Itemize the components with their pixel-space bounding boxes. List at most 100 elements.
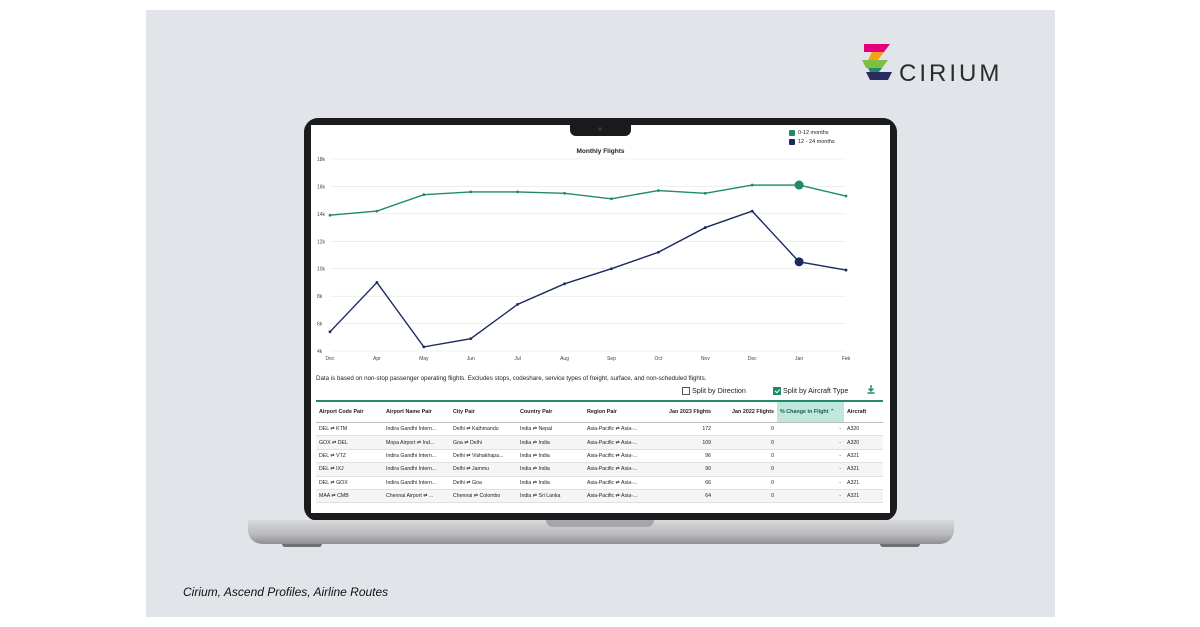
- column-header-label: % Change in Flight: [780, 408, 829, 415]
- highlight-point: [794, 257, 804, 267]
- table-cell: -: [777, 449, 844, 464]
- column-header[interactable]: Region Pair: [584, 400, 651, 423]
- checkbox-box[interactable]: [682, 386, 690, 395]
- table-cell: MAA ⇄ CMB: [316, 489, 383, 504]
- series-line-1: [329, 210, 847, 348]
- chart-legend[interactable]: 0-12 months 12 - 24 months: [789, 128, 835, 146]
- data-point: [563, 282, 566, 286]
- y-tick-label: 10k: [317, 267, 326, 273]
- monthly-flights-chart: 4k 6k 8k 10k 12k 14k 16k 18k Dec Apr May Jun Jul Aug S…: [317, 157, 851, 362]
- table-cell: -: [777, 422, 844, 437]
- table-cell: 66: [651, 476, 714, 490]
- x-tick-label: Jun: [467, 356, 475, 362]
- table-cell: DEL ⇄ IXJ: [316, 462, 383, 477]
- column-header[interactable]: Airport Code Pair: [316, 400, 383, 423]
- checkbox-label: Split by Direction: [692, 386, 746, 395]
- table-cell: Asia-Pacific ⇄ Asia-...: [584, 449, 651, 464]
- data-note: Data is based on non-stop passenger oper…: [316, 375, 707, 382]
- routes-table: Airport Code Pair Airport Name Pair City…: [316, 400, 883, 504]
- legend-label: 12 - 24 months: [798, 138, 835, 145]
- data-point: [656, 250, 660, 254]
- table-row[interactable]: DEL ⇄ IXJ Indira Gandhi Intern... Delhi ⇄ …: [316, 462, 883, 477]
- table-cell: Asia-Pacific ⇄ Asia-...: [584, 476, 651, 490]
- sort-up-icon[interactable]: ⌃: [830, 408, 835, 415]
- cirium-logo-icon: [862, 44, 892, 80]
- y-tick-label: 12k: [317, 239, 326, 245]
- table-cell: -: [777, 462, 844, 477]
- column-header[interactable]: Airport Name Pair: [383, 400, 450, 423]
- table-cell: A321: [844, 476, 883, 490]
- column-header[interactable]: City Pair: [450, 400, 517, 423]
- column-header[interactable]: Aircraft: [844, 400, 883, 423]
- table-cell: Asia-Pacific ⇄ Asia-...: [584, 422, 651, 437]
- table-cell: Indira Gandhi Intern...: [383, 449, 450, 464]
- table-cell: India ⇄ Sri Lanka: [517, 489, 584, 504]
- x-tick-label: Nov: [701, 356, 710, 362]
- data-point: [750, 183, 754, 187]
- laptop-foot: [282, 544, 322, 547]
- data-point: [422, 345, 426, 349]
- column-header[interactable]: Jan 2022 Flights: [714, 400, 777, 423]
- x-tick-label: Apr: [373, 356, 381, 362]
- split-direction-checkbox[interactable]: Split by Direction: [682, 386, 746, 395]
- data-point: [375, 281, 379, 284]
- data-point: [328, 330, 332, 334]
- table-cell: India ⇄ India: [517, 435, 584, 450]
- data-point: [610, 197, 613, 201]
- y-tick-label: 16k: [317, 184, 326, 190]
- table-cell: 0: [714, 489, 777, 504]
- split-aircraft-checkbox[interactable]: Split by Aircraft Type: [773, 386, 848, 395]
- legend-item-12-24[interactable]: 12 - 24 months: [789, 137, 835, 146]
- x-tick-label: Jan: [795, 356, 803, 362]
- table-cell: India ⇄ Nepal: [517, 422, 584, 437]
- table-cell: GOX ⇄ DEL: [316, 435, 383, 450]
- table-cell: 109: [651, 435, 714, 450]
- series-line-0: [329, 184, 847, 216]
- table-cell: 0: [714, 462, 777, 477]
- table-cell: India ⇄ India: [517, 462, 584, 477]
- data-point: [563, 191, 566, 195]
- app-screen: 0-12 months 12 - 24 months Monthly Fligh…: [311, 125, 890, 513]
- table-row[interactable]: MAA ⇄ CMB Chennai Airport ⇄ ... Chennai ⇄ …: [316, 489, 883, 504]
- table-cell: India ⇄ India: [517, 449, 584, 464]
- table-row[interactable]: DEL ⇄ KTM Indira Gandhi Intern... Delhi ⇄ …: [316, 422, 883, 437]
- table-cell: -: [777, 489, 844, 504]
- table-cell: DEL ⇄ KTM: [316, 422, 383, 437]
- checkbox-label: Split by Aircraft Type: [783, 386, 849, 395]
- data-point: [750, 209, 754, 213]
- laptop-lip: [546, 520, 654, 527]
- table-row[interactable]: DEL ⇄ VTZ Indira Gandhi Intern... Delhi ⇄ …: [316, 449, 883, 464]
- table-cell: Asia-Pacific ⇄ Asia-...: [584, 435, 651, 450]
- table-cell: Indira Gandhi Intern...: [383, 462, 450, 477]
- data-point: [844, 194, 848, 198]
- table-header-row: Airport Code Pair Airport Name Pair City…: [316, 400, 883, 423]
- data-point: [516, 302, 520, 306]
- y-tick-label: 18k: [317, 157, 326, 163]
- x-tick-label: Feb: [842, 356, 851, 362]
- legend-swatch-green: [789, 129, 795, 136]
- checkbox-box-checked[interactable]: [773, 386, 781, 395]
- column-header[interactable]: Country Pair: [517, 400, 584, 423]
- table-row[interactable]: GOX ⇄ DEL Mopa Airport ⇄ Ind... Goa ⇄ Delh…: [316, 435, 883, 450]
- camera-icon: [598, 127, 602, 131]
- table-row[interactable]: DEL ⇄ GOX Indira Gandhi Intern... Delhi ⇄ …: [316, 476, 883, 490]
- table-cell: 64: [651, 489, 714, 504]
- table-cell: DEL ⇄ VTZ: [316, 449, 383, 464]
- table-cell: Goa ⇄ Delhi: [450, 435, 517, 450]
- table-cell: Delhi ⇄ Vishakhapa...: [450, 449, 517, 464]
- legend-item-0-12[interactable]: 0-12 months: [789, 128, 835, 137]
- data-point: [422, 193, 426, 197]
- table-cell: 0: [714, 422, 777, 437]
- table-cell: 90: [651, 462, 714, 477]
- table-cell: A321: [844, 489, 883, 504]
- x-tick-label: May: [419, 356, 429, 362]
- data-point: [469, 190, 473, 194]
- column-header-sorted[interactable]: % Change in Flight ⌃: [777, 400, 844, 423]
- y-tick-label: 4k: [317, 349, 323, 355]
- y-tick-label: 14k: [317, 212, 326, 218]
- download-icon[interactable]: [867, 385, 875, 396]
- table-cell: Delhi ⇄ Jammu: [450, 462, 517, 477]
- table-cell: Delhi ⇄ Goa: [450, 476, 517, 490]
- data-point: [469, 337, 473, 341]
- column-header[interactable]: Jan 2023 Flights: [651, 400, 714, 423]
